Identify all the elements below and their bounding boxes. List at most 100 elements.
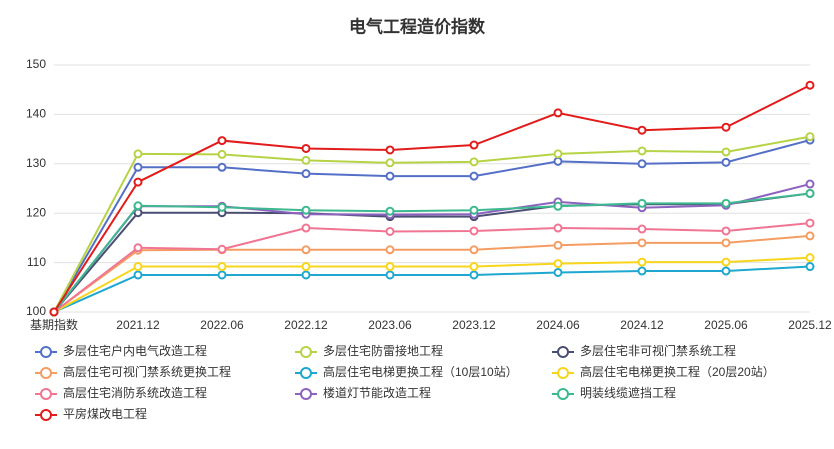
data-point (301, 262, 311, 272)
data-point (133, 177, 143, 187)
x-tick-label: 2024.12 (620, 318, 664, 332)
chart-title: 电气工程造价指数 (349, 16, 486, 36)
data-point (553, 149, 563, 159)
y-tick-label: 120 (26, 205, 46, 219)
series-line (53, 84, 811, 313)
x-tick-label: 2022.06 (200, 318, 244, 332)
data-point (721, 122, 731, 132)
data-point (385, 245, 395, 255)
data-point (217, 262, 227, 272)
legend-marker (40, 346, 52, 358)
x-tick-label: 2024.06 (536, 318, 580, 332)
data-point (217, 162, 227, 172)
data-point (553, 201, 563, 211)
data-point (301, 143, 311, 153)
data-point (553, 259, 563, 269)
legend-label: 楼道灯节能改造工程 (323, 385, 431, 400)
data-point (553, 156, 563, 166)
data-point (721, 147, 731, 157)
data-point (49, 307, 59, 317)
data-point (805, 188, 815, 198)
data-point (805, 80, 815, 90)
legend-label: 多层住宅非可视门禁系统工程 (580, 343, 736, 358)
data-point (637, 224, 647, 234)
legend-label: 多层住宅户内电气改造工程 (63, 343, 207, 358)
data-point (469, 205, 479, 215)
legend-label: 高层住宅消防系统改造工程 (63, 385, 207, 400)
data-point (217, 270, 227, 280)
data-point (637, 238, 647, 248)
legend-marker (300, 367, 312, 379)
series-line (53, 135, 811, 313)
data-point (721, 157, 731, 167)
legend-label: 高层住宅可视门禁系统更换工程 (63, 364, 231, 379)
legend-label: 高层住宅电梯更换工程（10层10站） (323, 364, 518, 379)
data-point (469, 171, 479, 181)
data-point (385, 158, 395, 168)
data-point (301, 223, 311, 233)
data-point (385, 226, 395, 236)
data-point (133, 262, 143, 272)
data-point (805, 262, 815, 272)
data-point (721, 266, 731, 276)
legend-label: 明装线缆遮挡工程 (580, 385, 676, 400)
x-tick-label: 2021.12 (116, 318, 160, 332)
data-point (133, 270, 143, 280)
data-point (805, 179, 815, 189)
data-point (385, 171, 395, 181)
x-tick-label: 2022.12 (284, 318, 328, 332)
data-point (133, 149, 143, 159)
legend-label: 平房煤改电工程 (63, 406, 147, 421)
data-point (217, 202, 227, 212)
legend-marker (300, 346, 312, 358)
data-point (133, 243, 143, 253)
x-tick-label: 2025.06 (704, 318, 748, 332)
x-tick-label: 2023.06 (368, 318, 412, 332)
legend-marker (40, 409, 52, 421)
x-tick-label: 2023.12 (452, 318, 496, 332)
data-point (637, 146, 647, 156)
series-line (53, 222, 811, 313)
y-tick-label: 150 (26, 57, 46, 71)
series-line (53, 265, 811, 313)
data-point (721, 226, 731, 236)
series-line (53, 139, 811, 313)
data-point (637, 125, 647, 135)
data-point (301, 169, 311, 179)
data-point (469, 270, 479, 280)
x-tick-label: 2025.12 (788, 318, 832, 332)
data-point (133, 201, 143, 211)
legend-marker (40, 388, 52, 400)
data-point (385, 270, 395, 280)
data-point (805, 231, 815, 241)
legend-marker (300, 388, 312, 400)
data-point (217, 136, 227, 146)
data-point (637, 266, 647, 276)
data-point (217, 149, 227, 159)
legend-marker (557, 388, 569, 400)
data-point (805, 218, 815, 228)
data-point (469, 140, 479, 150)
data-point (469, 245, 479, 255)
data-point (385, 145, 395, 155)
data-point (301, 245, 311, 255)
data-point (721, 257, 731, 267)
data-point (385, 206, 395, 216)
legend-marker (557, 346, 569, 358)
series-line (53, 192, 811, 313)
data-point (469, 262, 479, 272)
data-point (469, 226, 479, 236)
data-point (637, 159, 647, 169)
series-line (53, 256, 811, 313)
data-point (301, 205, 311, 215)
data-point (301, 155, 311, 165)
data-point (805, 253, 815, 263)
legend-marker (557, 367, 569, 379)
legend-label: 高层住宅电梯更换工程（20层20站） (580, 364, 775, 379)
y-tick-label: 140 (26, 107, 46, 121)
y-tick-label: 130 (26, 156, 46, 170)
y-tick-label: 110 (27, 255, 46, 269)
legend-marker (40, 367, 52, 379)
data-point (133, 162, 143, 172)
